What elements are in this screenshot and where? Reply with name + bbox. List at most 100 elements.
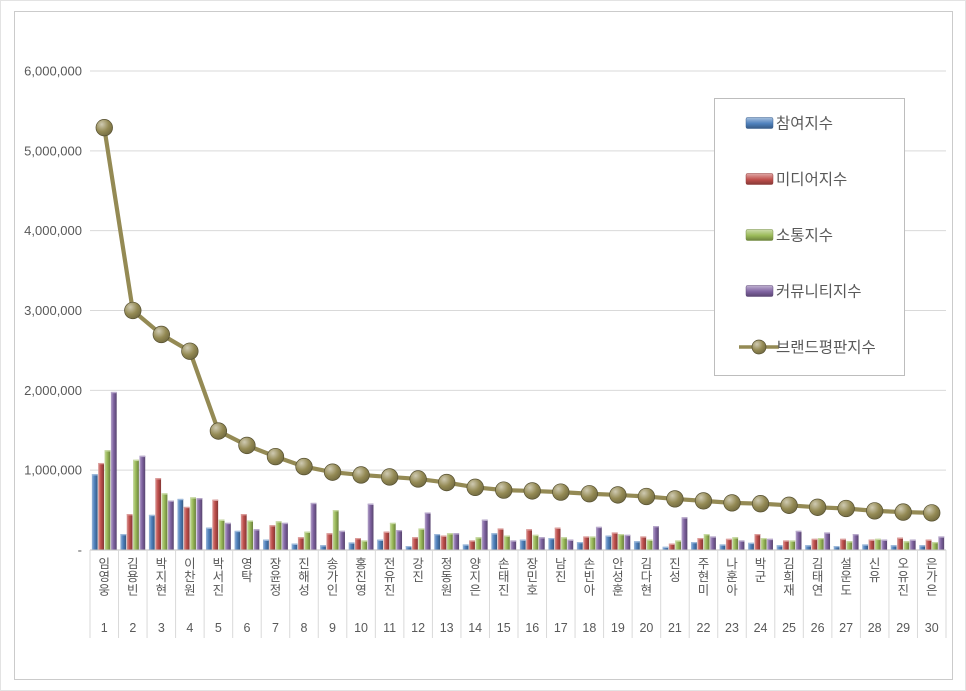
rank-label: 19	[611, 621, 625, 635]
bar-소통지수-14	[475, 537, 482, 550]
bar-미디어지수-24	[754, 534, 761, 550]
bar-커뮤니티지수-25	[795, 530, 802, 550]
line-marker-3	[152, 325, 170, 344]
bar-커뮤니티지수-23	[738, 540, 745, 550]
bar-소통지수-7	[275, 521, 282, 550]
bar-참여지수-20	[633, 541, 640, 550]
x-axis-rank-labels: 1 2 3 4 5 6 7 8 9 10 11 12 13 14 15 16 17 18 19 20 21 22 23 24 2…	[101, 621, 939, 635]
brand-index-markers	[95, 119, 941, 522]
rank-label: 30	[925, 621, 939, 635]
line-marker-18	[580, 485, 598, 503]
bar-series-1	[91, 474, 926, 550]
bar-미디어지수-13	[440, 535, 447, 550]
line-marker-4	[181, 342, 199, 360]
rank-label: 20	[639, 621, 653, 635]
bar-미디어지수-8	[297, 537, 304, 550]
bar-커뮤니티지수-15	[510, 540, 517, 550]
bar-미디어지수-14	[469, 540, 475, 550]
bar-series-4	[110, 391, 945, 550]
line-marker-17	[552, 483, 570, 501]
bar-미디어지수-12	[412, 537, 418, 550]
rank-label: 7	[272, 621, 279, 635]
bar-series-2	[98, 462, 932, 550]
bar-미디어지수-1	[98, 462, 104, 550]
line-marker-9	[323, 463, 342, 481]
legend-item-소통지수: 소통지수	[745, 227, 833, 245]
line-marker-7	[266, 447, 285, 466]
line-marker-20	[637, 487, 656, 506]
y-axis-labels: - 1,000,000 2,000,000 3,000,000 4,000,000 5,0…	[24, 64, 82, 558]
bar-소통지수-8	[304, 531, 311, 550]
bar-미디어지수-23	[725, 538, 732, 550]
line-marker-25	[780, 496, 798, 514]
legend-label: 미디어지수	[776, 171, 847, 189]
bar-소통지수-4	[190, 497, 196, 550]
line-marker-8	[295, 457, 313, 476]
bar-미디어지수-20	[640, 536, 647, 550]
bar-미디어지수-5	[212, 499, 219, 550]
rank-label: 26	[811, 621, 825, 635]
bar-미디어지수-18	[583, 536, 590, 550]
line-marker-15	[495, 481, 513, 499]
rank-label: 15	[497, 621, 511, 635]
bar-소통지수-9	[332, 510, 339, 550]
line-marker-23	[723, 494, 741, 512]
legend-swatch-icon	[745, 117, 774, 129]
bar-커뮤니티지수-29	[909, 539, 916, 550]
line-marker-13	[438, 473, 456, 492]
line-marker-12	[409, 470, 427, 488]
bar-소통지수-17	[561, 537, 567, 550]
bar-series-3	[104, 450, 938, 550]
y-tick-label: 5,000,000	[24, 143, 82, 158]
line-marker-27	[837, 499, 855, 518]
bar-커뮤니티지수-28	[881, 539, 888, 550]
line-marker-1	[95, 119, 113, 137]
bar-참여지수-25	[776, 545, 783, 550]
gridlines	[90, 70, 946, 471]
legend-item-브랜드평판지수: 브랜드평판지수	[739, 339, 876, 357]
line-marker-5	[209, 422, 228, 440]
line-marker-24	[751, 495, 770, 513]
legend-label: 커뮤니티지수	[776, 283, 862, 301]
bar-소통지수-22	[703, 534, 710, 550]
rank-label: 8	[301, 621, 308, 635]
bar-참여지수-2	[120, 534, 127, 550]
line-marker-21	[666, 490, 684, 508]
bar-커뮤니티지수-2	[139, 455, 146, 550]
line-marker-6	[238, 436, 256, 455]
line-marker-10	[352, 466, 370, 484]
rank-label: 12	[411, 621, 425, 635]
bar-미디어지수-28	[868, 539, 875, 550]
rank-label: 21	[668, 621, 682, 635]
bar-참여지수-13	[434, 534, 441, 550]
bar-참여지수-26	[805, 545, 811, 550]
bar-소통지수-16	[532, 534, 539, 550]
bar-미디어지수-26	[811, 538, 818, 550]
bar-소통지수-3	[161, 493, 168, 550]
rank-label: 9	[329, 621, 336, 635]
bar-커뮤니티지수-11	[396, 530, 403, 550]
bar-커뮤니티지수-24	[767, 538, 773, 550]
bar-참여지수-4	[177, 498, 184, 550]
rank-label: 17	[554, 621, 568, 635]
bar-소통지수-6	[247, 520, 254, 550]
category-separators	[89, 550, 947, 638]
legend-label: 참여지수	[776, 115, 833, 133]
bar-참여지수-21	[662, 546, 669, 550]
bar-소통지수-20	[646, 539, 653, 550]
rank-label: 3	[158, 621, 165, 635]
bar-참여지수-30	[919, 545, 926, 550]
bar-미디어지수-3	[155, 478, 162, 550]
bar-미디어지수-16	[526, 529, 532, 550]
